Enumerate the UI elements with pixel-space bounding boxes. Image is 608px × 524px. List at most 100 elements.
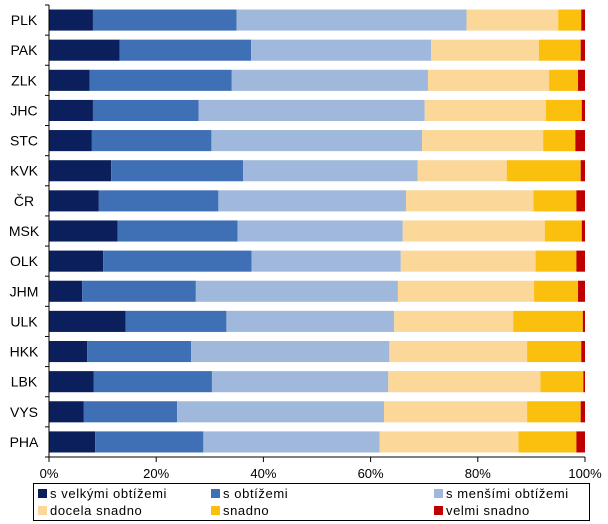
bar-MSK-series-3 bbox=[402, 220, 545, 242]
bar-STC-series-1 bbox=[91, 130, 212, 152]
legend-swatch-0 bbox=[38, 489, 47, 498]
bar-ZLK-series-5 bbox=[578, 69, 585, 91]
category-label: PLK bbox=[11, 12, 38, 28]
bar-ZLK-series-0 bbox=[49, 69, 90, 91]
bar-VYS-series-1 bbox=[83, 401, 178, 423]
bar-PHA-series-1 bbox=[95, 431, 204, 453]
bar-HKK-series-5 bbox=[581, 340, 585, 363]
bar-PHA-series-0 bbox=[49, 431, 96, 453]
bar-JHM-series-3 bbox=[397, 280, 535, 302]
bar-OLK-series-3 bbox=[400, 250, 536, 272]
bar-JHC-series-4 bbox=[545, 99, 582, 122]
category-label: OLK bbox=[10, 253, 39, 269]
category-label: ZLK bbox=[11, 72, 37, 88]
bar-PLK-series-4 bbox=[558, 9, 582, 31]
bar-PLK-series-0 bbox=[49, 9, 93, 31]
x-tick-label: 20% bbox=[143, 466, 169, 481]
bar-PAK-series-4 bbox=[538, 39, 581, 61]
bar-LBK-series-4 bbox=[540, 371, 584, 393]
category-label: JHM bbox=[10, 283, 39, 299]
category-label: PHA bbox=[10, 434, 39, 450]
bar-JHC-series-1 bbox=[92, 99, 199, 122]
x-tick-label: 80% bbox=[465, 466, 491, 481]
bar-HKK-series-3 bbox=[389, 340, 528, 363]
bar-KVK-series-1 bbox=[111, 160, 244, 182]
legend-label-2: s menšími obtížemi bbox=[446, 486, 569, 501]
bar-LBK-series-5 bbox=[583, 371, 585, 393]
category-label: VYS bbox=[10, 404, 38, 420]
bar-OLK-series-5 bbox=[576, 250, 585, 272]
legend-swatch-1 bbox=[211, 489, 220, 498]
category-label: STC bbox=[10, 133, 38, 149]
bar-JHC-series-2 bbox=[198, 99, 425, 122]
bars-layer bbox=[49, 9, 585, 453]
bar-ČR-series-4 bbox=[533, 190, 577, 212]
bar-ČR-series-5 bbox=[576, 190, 585, 212]
bar-ZLK-series-2 bbox=[231, 69, 428, 91]
legend-label-1: s obtížemi bbox=[223, 486, 288, 501]
category-label: KVK bbox=[10, 163, 39, 179]
bar-JHM-series-0 bbox=[49, 280, 83, 302]
bar-HKK-series-1 bbox=[87, 340, 192, 363]
bar-PLK-series-1 bbox=[92, 9, 237, 31]
bar-KVK-series-0 bbox=[49, 160, 112, 182]
legend-swatch-3 bbox=[38, 506, 47, 515]
legend-label-5: velmi snadno bbox=[446, 503, 530, 518]
bar-ZLK-series-1 bbox=[89, 69, 232, 91]
bar-STC-series-2 bbox=[211, 130, 423, 152]
bar-HKK-series-4 bbox=[527, 340, 582, 363]
legend-swatch-4 bbox=[211, 506, 220, 515]
bar-ULK-series-0 bbox=[49, 310, 126, 332]
legend-box bbox=[33, 483, 590, 521]
bar-VYS-series-2 bbox=[177, 401, 384, 423]
bar-LBK-series-3 bbox=[388, 371, 541, 393]
bar-KVK-series-4 bbox=[506, 160, 581, 182]
bar-KVK-series-2 bbox=[243, 160, 418, 182]
bar-JHC-series-5 bbox=[581, 99, 585, 122]
bar-KVK-series-3 bbox=[417, 160, 507, 182]
bar-MSK-series-5 bbox=[581, 220, 585, 242]
bar-STC-series-0 bbox=[49, 130, 92, 152]
bar-STC-series-4 bbox=[543, 130, 576, 152]
bar-ULK-series-3 bbox=[394, 310, 514, 332]
bar-MSK-series-1 bbox=[117, 220, 238, 242]
bar-JHC-series-3 bbox=[424, 99, 546, 122]
bar-LBK-series-0 bbox=[49, 371, 94, 393]
bar-ČR-series-0 bbox=[49, 190, 99, 212]
bar-ČR-series-2 bbox=[218, 190, 406, 212]
category-label: ULK bbox=[10, 313, 38, 329]
bar-ULK-series-4 bbox=[513, 310, 583, 332]
bar-JHM-series-1 bbox=[82, 280, 196, 302]
bar-PLK-series-3 bbox=[466, 9, 559, 31]
x-tick-label: 60% bbox=[358, 466, 384, 481]
category-label: MSK bbox=[9, 223, 40, 239]
bar-OLK-series-0 bbox=[49, 250, 104, 272]
x-tick-label: 40% bbox=[250, 466, 276, 481]
axes-layer: 0% 20% 40% 60% 80% 100% bbox=[40, 4, 602, 481]
category-label: PAK bbox=[11, 42, 39, 58]
bar-PAK-series-2 bbox=[251, 39, 432, 61]
bar-VYS-series-5 bbox=[580, 401, 585, 423]
bar-PHA-series-5 bbox=[576, 431, 585, 453]
bar-PAK-series-5 bbox=[580, 39, 585, 61]
bar-ČR-series-1 bbox=[98, 190, 219, 212]
legend-swatch-2 bbox=[434, 489, 443, 498]
legend-label-4: snadno bbox=[223, 503, 269, 518]
category-label: ČR bbox=[14, 193, 34, 209]
bar-ČR-series-3 bbox=[405, 190, 534, 212]
bar-STC-series-5 bbox=[575, 130, 585, 152]
bar-PAK-series-1 bbox=[119, 39, 252, 61]
bar-LBK-series-2 bbox=[211, 371, 389, 393]
bar-STC-series-3 bbox=[422, 130, 544, 152]
bar-PHA-series-4 bbox=[518, 431, 577, 453]
legend-label-3: docela snadno bbox=[50, 503, 142, 518]
category-label: HKK bbox=[10, 344, 39, 360]
bar-OLK-series-4 bbox=[535, 250, 577, 272]
bar-PLK-series-5 bbox=[581, 9, 585, 31]
x-tick-label: 0% bbox=[40, 466, 59, 481]
bar-LBK-series-1 bbox=[93, 371, 212, 393]
bar-ULK-series-1 bbox=[125, 310, 227, 332]
bar-JHM-series-5 bbox=[578, 280, 585, 302]
legend-label-0: s velkými obtížemi bbox=[50, 486, 167, 501]
